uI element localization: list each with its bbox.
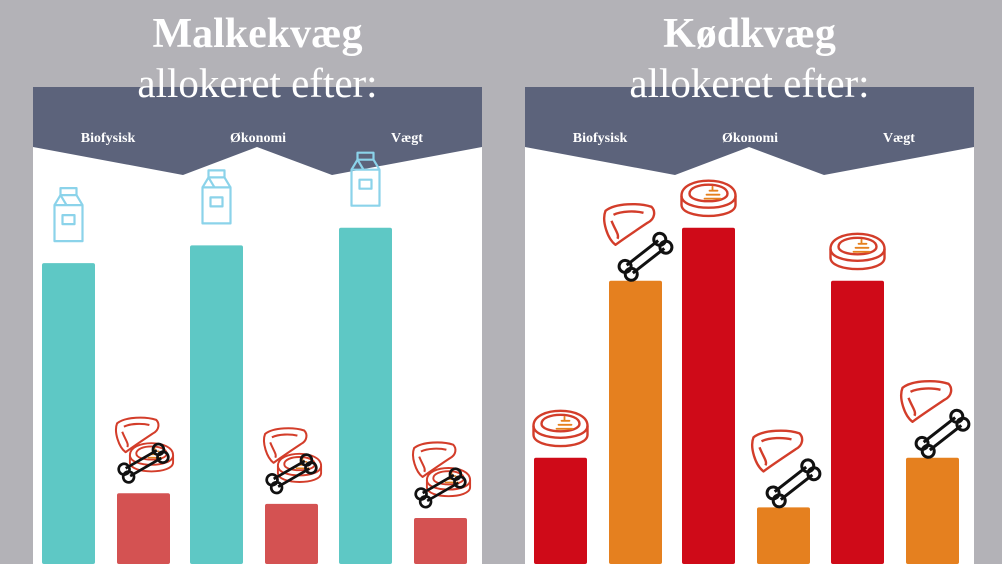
- bar-økonomi-1: [190, 245, 243, 564]
- liver-bone-icon: [603, 202, 674, 282]
- panel-subtitle: allokeret efter:: [137, 60, 378, 106]
- panel-background: [525, 87, 974, 564]
- milk-carton-icon: [350, 151, 381, 207]
- beef-bar-chart: [532, 179, 971, 564]
- liver-bone-icon: [751, 429, 822, 509]
- section-label-vaegt: Vægt: [883, 131, 915, 146]
- section-label-biofysisk: Biofysisk: [80, 131, 136, 146]
- meat-icon: [115, 416, 175, 484]
- bar-biofysisk-2: [609, 280, 662, 564]
- panel-title: Kødkvæg: [663, 11, 836, 57]
- bar-biofysisk-1: [534, 457, 587, 564]
- bar-økonomi-2: [757, 507, 810, 564]
- bar-vægt-1: [339, 227, 392, 564]
- bar-vægt-2: [906, 457, 959, 564]
- bar-vægt-2: [414, 517, 467, 564]
- steak-icon: [829, 232, 886, 271]
- milk-carton-icon: [201, 169, 232, 225]
- bar-biofysisk-1: [42, 263, 95, 564]
- bar-vægt-1: [831, 280, 884, 564]
- dairy-bar-chart: [42, 151, 472, 564]
- milk-carton-icon: [53, 187, 84, 243]
- bar-biofysisk-2: [117, 493, 170, 564]
- chart-area: [525, 147, 974, 564]
- panel-subtitle: allokeret efter:: [629, 60, 870, 106]
- steak-icon: [680, 179, 737, 218]
- header-ribbon: [525, 87, 974, 175]
- meat-icon: [263, 427, 323, 495]
- section-label-okonomi: Økonomi: [721, 131, 778, 146]
- section-label-biofysisk: Biofysisk: [572, 131, 628, 146]
- dairy-cattle-panel: Malkekvæg allokeret efter: Biofysisk Øko…: [33, 0, 482, 564]
- bar-økonomi-1: [682, 227, 735, 564]
- beef-cattle-panel: Kødkvæg allokeret efter: Biofysisk Økono…: [525, 0, 974, 564]
- meat-icon: [412, 441, 472, 509]
- chart-area: [33, 147, 482, 564]
- section-label-vaegt: Vægt: [391, 131, 423, 146]
- steak-icon: [532, 409, 589, 448]
- panel-title: Malkekvæg: [152, 11, 363, 57]
- section-label-okonomi: Økonomi: [229, 131, 286, 146]
- liver-bone-icon: [900, 379, 971, 459]
- bar-økonomi-2: [265, 503, 318, 564]
